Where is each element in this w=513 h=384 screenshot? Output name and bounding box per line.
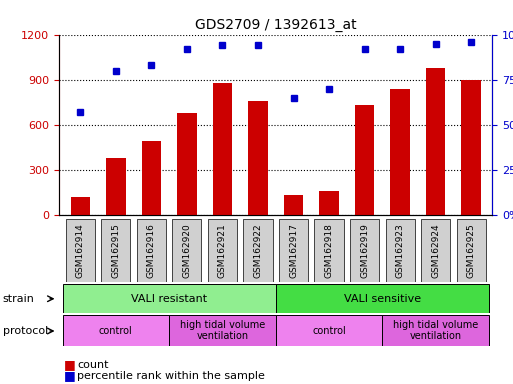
Bar <box>63 284 276 313</box>
Text: GSM162914: GSM162914 <box>76 223 85 278</box>
Text: GSM162917: GSM162917 <box>289 223 298 278</box>
Text: VALI resistant: VALI resistant <box>131 293 207 304</box>
Text: control: control <box>312 326 346 336</box>
Bar <box>137 219 166 282</box>
Bar <box>421 219 450 282</box>
Text: GSM162920: GSM162920 <box>183 223 191 278</box>
Text: ■: ■ <box>64 369 76 382</box>
Bar <box>66 219 95 282</box>
Text: strain: strain <box>3 294 34 304</box>
Bar <box>390 89 410 215</box>
Text: percentile rank within the sample: percentile rank within the sample <box>77 371 265 381</box>
Bar <box>177 113 196 215</box>
Bar <box>106 158 126 215</box>
Bar <box>284 195 303 215</box>
Text: GSM162922: GSM162922 <box>253 223 263 278</box>
Text: GSM162916: GSM162916 <box>147 223 156 278</box>
Text: ■: ■ <box>64 358 76 371</box>
Bar <box>169 315 276 346</box>
Bar <box>101 219 130 282</box>
Bar <box>248 101 268 215</box>
Text: high tidal volume
ventilation: high tidal volume ventilation <box>393 320 478 341</box>
Text: GSM162923: GSM162923 <box>396 223 405 278</box>
Bar <box>350 219 379 282</box>
Bar <box>461 80 481 215</box>
Bar <box>213 83 232 215</box>
Bar <box>279 219 308 282</box>
Text: high tidal volume
ventilation: high tidal volume ventilation <box>180 320 265 341</box>
Text: control: control <box>99 326 133 336</box>
Bar <box>319 191 339 215</box>
Bar <box>142 141 161 215</box>
Bar <box>172 219 202 282</box>
Bar <box>243 219 272 282</box>
Title: GDS2709 / 1392613_at: GDS2709 / 1392613_at <box>195 18 357 32</box>
Text: GSM162921: GSM162921 <box>218 223 227 278</box>
Text: GSM162924: GSM162924 <box>431 223 440 278</box>
Text: GSM162925: GSM162925 <box>467 223 476 278</box>
Text: GSM162918: GSM162918 <box>325 223 333 278</box>
Text: count: count <box>77 360 108 370</box>
Text: GSM162915: GSM162915 <box>111 223 121 278</box>
Bar <box>276 284 489 313</box>
Bar <box>276 315 382 346</box>
Bar <box>314 219 344 282</box>
Bar <box>63 315 169 346</box>
Bar <box>386 219 415 282</box>
Bar <box>382 315 489 346</box>
Text: GSM162919: GSM162919 <box>360 223 369 278</box>
Bar <box>208 219 237 282</box>
Bar <box>457 219 486 282</box>
Bar <box>355 105 374 215</box>
Bar <box>426 68 445 215</box>
Text: protocol: protocol <box>3 326 48 336</box>
Text: VALI sensitive: VALI sensitive <box>344 293 421 304</box>
Bar <box>71 197 90 215</box>
